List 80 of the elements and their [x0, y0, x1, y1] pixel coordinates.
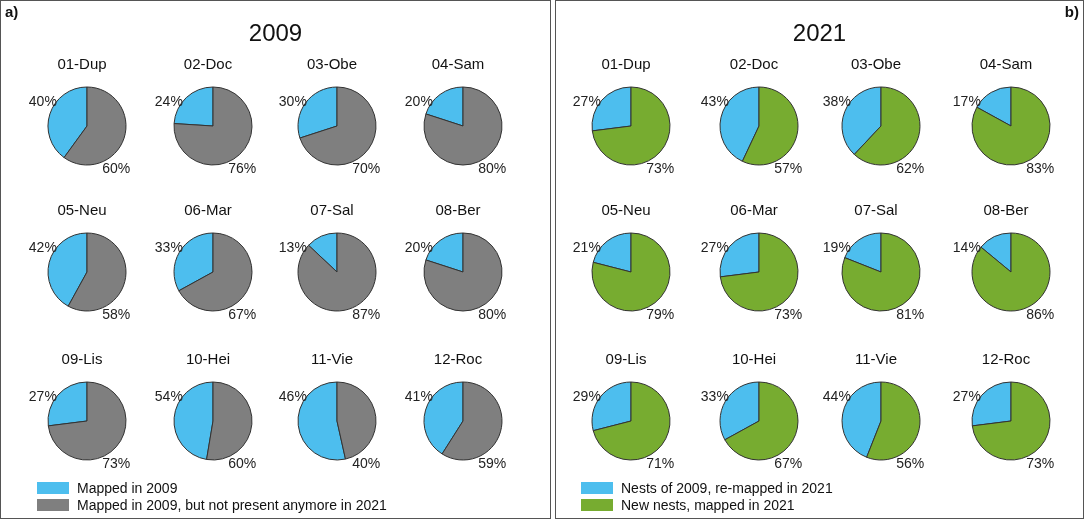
data-label: 76% — [228, 159, 257, 176]
data-label: 27% — [28, 387, 57, 404]
chart-title: 02-Doc — [728, 55, 780, 74]
data-label: 67% — [774, 454, 803, 471]
legend-label: New nests, mapped in 2021 — [621, 496, 795, 513]
data-label: 80% — [478, 159, 507, 176]
data-label: 27% — [572, 92, 601, 109]
chart-title: 03-Obe — [305, 55, 358, 74]
data-label: 24% — [154, 92, 183, 109]
text: 2021 — [791, 19, 848, 47]
chart-title: 09-Lis — [604, 350, 648, 369]
data-label: 33% — [700, 387, 729, 404]
data-label: 71% — [646, 454, 675, 471]
data-label: 73% — [646, 159, 675, 176]
data-label: 20% — [404, 238, 433, 255]
data-label: 79% — [646, 305, 675, 322]
data-label: 86% — [1026, 305, 1055, 322]
data-label: 27% — [952, 387, 981, 404]
data-label: 40% — [352, 454, 381, 471]
legend-label: Nests of 2009, re-mapped in 2021 — [621, 479, 833, 496]
chart-title: 03-Obe — [849, 55, 902, 74]
chart-title: 04-Sam — [978, 55, 1034, 74]
chart-title: 11-Vie — [310, 350, 354, 369]
data-label: 44% — [822, 387, 851, 404]
data-label: 33% — [154, 238, 183, 255]
chart-title: 12-Roc — [980, 350, 1032, 369]
data-label: 87% — [352, 305, 381, 322]
chart-title: 08-Ber — [434, 201, 482, 220]
data-label: 19% — [822, 238, 851, 255]
text: 2009 — [247, 19, 304, 47]
data-label: 56% — [896, 454, 925, 471]
data-label: 42% — [28, 238, 57, 255]
data-label: 57% — [774, 159, 803, 176]
chart-title: 07-Sal — [853, 201, 899, 220]
data-label: 17% — [952, 92, 981, 109]
chart-title: 08-Ber — [982, 201, 1030, 220]
chart-title: 06-Mar — [183, 201, 233, 220]
data-label: 81% — [896, 305, 925, 322]
chart-title: 05-Neu — [600, 201, 652, 220]
chart-title: 07-Sal — [309, 201, 355, 220]
chart-title: 10-Hei — [184, 350, 232, 369]
data-label: 83% — [1026, 159, 1055, 176]
data-label: 58% — [102, 305, 131, 322]
data-label: 41% — [404, 387, 433, 404]
chart-title: 01-Dup — [56, 55, 108, 74]
data-label: 73% — [1026, 454, 1055, 471]
data-label: 60% — [228, 454, 257, 471]
data-label: 38% — [822, 92, 851, 109]
chart-title: 05-Neu — [56, 201, 108, 220]
text: a) — [5, 3, 19, 20]
data-label: 43% — [700, 92, 729, 109]
text: b) — [1064, 3, 1079, 20]
data-label: 30% — [278, 92, 307, 109]
legend-label: Mapped in 2009 — [77, 479, 178, 496]
data-label: 20% — [404, 92, 433, 109]
data-label: 80% — [478, 305, 507, 322]
chart-title: 01-Dup — [600, 55, 652, 74]
data-label: 40% — [28, 92, 57, 109]
data-label: 13% — [278, 238, 307, 255]
data-label: 67% — [228, 305, 257, 322]
chart-title: 12-Roc — [432, 350, 484, 369]
chart-title: 11-Vie — [854, 350, 898, 369]
data-label: 29% — [572, 387, 601, 404]
data-label: 59% — [478, 454, 507, 471]
data-label: 14% — [952, 238, 981, 255]
data-label: 70% — [352, 159, 381, 176]
chart-title: 04-Sam — [430, 55, 486, 74]
chart-title: 06-Mar — [729, 201, 779, 220]
data-label: 73% — [774, 305, 803, 322]
data-label: 62% — [896, 159, 925, 176]
legend-label: Mapped in 2009, but not present anymore in 2021 — [77, 496, 387, 513]
data-label: 73% — [102, 454, 131, 471]
data-label: 46% — [278, 387, 307, 404]
data-label: 60% — [102, 159, 131, 176]
chart-title: 09-Lis — [60, 350, 104, 369]
data-label: 27% — [700, 238, 729, 255]
data-label: 54% — [154, 387, 183, 404]
data-label: 21% — [572, 238, 601, 255]
chart-title: 02-Doc — [182, 55, 234, 74]
chart-title: 10-Hei — [730, 350, 778, 369]
